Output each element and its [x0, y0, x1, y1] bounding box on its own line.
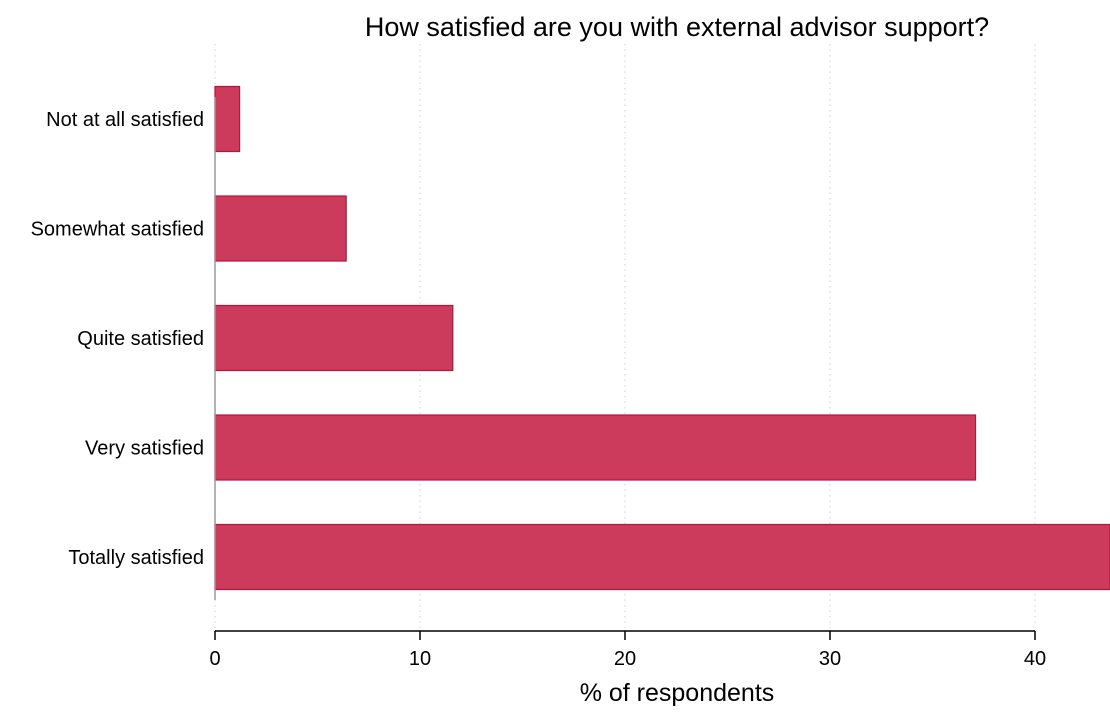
category-label: Quite satisfied: [77, 328, 204, 350]
x-tick-label: 40: [1024, 648, 1046, 670]
x-tick-label: 0: [209, 648, 220, 670]
bar: [214, 85, 241, 153]
category-label: Very satisfied: [85, 438, 204, 460]
x-tick-label: 20: [614, 648, 636, 670]
chart-title: How satisfied are you with external advi…: [365, 12, 989, 42]
category-labels: Not at all satisfied Somewhat satisfied Qu…: [31, 109, 204, 569]
x-tick-label: 30: [819, 648, 841, 670]
x-axis-ticks: 0 10 20 30 40: [209, 631, 1046, 670]
category-label: Totally satisfied: [68, 547, 204, 569]
category-label: Somewhat satisfied: [31, 219, 204, 241]
bar: [214, 195, 347, 262]
bar: [214, 414, 977, 481]
bars: [214, 85, 1110, 591]
category-label: Not at all satisfied: [46, 109, 204, 131]
bar: [214, 523, 1110, 591]
bar: [214, 304, 454, 372]
x-tick-label: 10: [409, 648, 431, 670]
x-axis-title: % of respondents: [580, 679, 775, 707]
